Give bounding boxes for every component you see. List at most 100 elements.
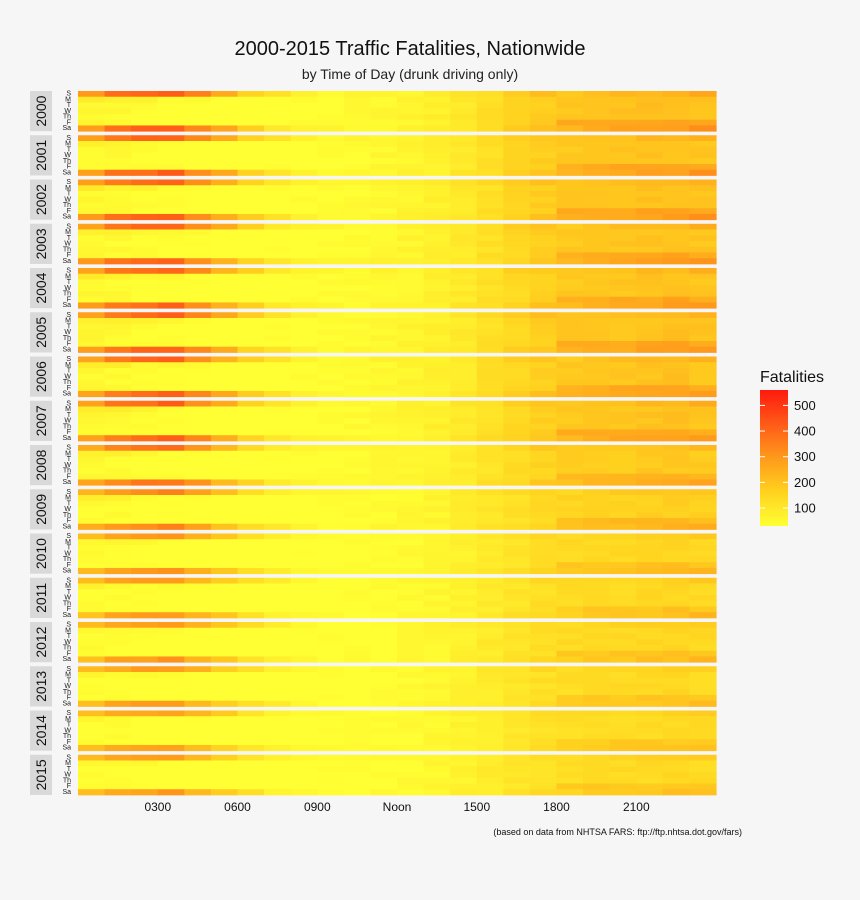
heatmap-cell <box>397 500 425 507</box>
heatmap-cell <box>476 523 504 530</box>
heatmap-cell <box>662 152 691 159</box>
chart-caption: (based on data from NHTSA FARS: ftp://ft… <box>493 827 742 837</box>
heatmap-cell <box>423 600 451 607</box>
heatmap-cell <box>317 423 345 430</box>
heatmap-cell <box>131 789 159 796</box>
heatmap-cell <box>237 323 265 330</box>
heatmap-cell <box>423 390 451 398</box>
heatmap-cell <box>636 412 664 419</box>
heatmap-cell <box>689 606 717 613</box>
heatmap-cell <box>237 169 265 176</box>
heatmap-cell <box>556 739 584 746</box>
heatmap-cell <box>503 533 531 540</box>
heatmap-cell <box>104 633 132 640</box>
heatmap-cell <box>476 644 504 652</box>
heatmap-cell <box>237 290 265 298</box>
heatmap-cell <box>343 677 372 684</box>
heatmap-cell <box>157 152 185 159</box>
heatmap-cell <box>104 766 132 773</box>
heatmap-cell <box>556 91 584 98</box>
heatmap-cell <box>237 562 265 569</box>
heatmap-cell <box>662 567 691 575</box>
heatmap-cell <box>609 562 637 569</box>
heatmap-cell <box>503 656 531 663</box>
heatmap-cell <box>609 556 637 563</box>
heatmap-cell <box>503 373 531 380</box>
heatmap-cell <box>131 479 159 486</box>
heatmap-cell <box>370 523 398 530</box>
heatmap-cell <box>450 108 478 115</box>
heatmap-cell <box>131 367 159 375</box>
day-label: S <box>66 312 71 319</box>
heatmap-cell <box>503 683 531 690</box>
heatmap-cell <box>370 512 398 519</box>
heatmap-cell <box>689 302 717 309</box>
heatmap-cell <box>662 771 691 779</box>
heatmap-cell <box>662 544 691 552</box>
heatmap-cell <box>636 296 664 303</box>
day-label: Sa <box>62 391 71 398</box>
heatmap-cell <box>157 467 185 475</box>
heatmap-cell <box>210 739 239 746</box>
heatmap-cell <box>397 456 425 463</box>
heatmap-cell <box>264 190 292 198</box>
heatmap-cell <box>264 412 292 419</box>
heatmap-cell <box>556 119 584 126</box>
heatmap-cell <box>157 760 185 767</box>
heatmap-cell <box>264 323 292 330</box>
heatmap-cell <box>583 108 611 115</box>
heatmap-cell <box>397 196 425 203</box>
day-label: W <box>64 152 71 159</box>
heatmap-cell <box>131 163 159 171</box>
heatmap-cell <box>184 163 212 171</box>
heatmap-cell <box>264 760 292 767</box>
heatmap-cell <box>370 323 398 330</box>
heatmap-cell <box>583 152 611 159</box>
heatmap-cell <box>662 258 691 265</box>
heatmap-cell <box>184 677 212 684</box>
heatmap-cell <box>317 335 345 342</box>
heatmap-cell <box>131 700 159 707</box>
heatmap-cell <box>237 317 265 325</box>
heatmap-cell <box>104 152 132 159</box>
heatmap-cell <box>264 417 292 425</box>
day-label: Sa <box>62 523 71 530</box>
heatmap-cell <box>157 512 185 519</box>
heatmap-cell <box>423 119 451 126</box>
heatmap-cell <box>104 400 132 407</box>
heatmap-cell <box>184 689 212 696</box>
heatmap-cell <box>450 633 478 640</box>
heatmap-cell <box>264 594 292 602</box>
heatmap-cell <box>104 412 132 419</box>
heatmap-cell <box>343 650 372 657</box>
heatmap-cell <box>529 622 558 629</box>
heatmap-cell <box>450 323 478 330</box>
heatmap-cell <box>583 467 611 475</box>
heatmap-cell <box>237 777 265 784</box>
heatmap-cell <box>78 666 106 673</box>
heatmap-cell <box>264 771 292 779</box>
heatmap-cell <box>317 346 345 353</box>
heatmap-cell <box>556 760 584 767</box>
heatmap-cell <box>104 179 132 186</box>
heatmap-cell <box>131 739 159 746</box>
heatmap-cell <box>317 612 345 619</box>
heatmap-cell <box>397 721 425 729</box>
heatmap-cell <box>157 671 185 679</box>
heatmap-cell <box>210 96 239 103</box>
heatmap-cell <box>662 390 691 398</box>
day-label: F <box>67 650 71 657</box>
heatmap-cell <box>78 290 106 298</box>
heatmap-cell <box>370 208 398 215</box>
heatmap-cell <box>397 445 425 452</box>
heatmap-cell <box>476 296 504 303</box>
heatmap-cell <box>609 456 637 463</box>
heatmap-cell <box>689 258 717 265</box>
heatmap-cell <box>78 346 106 353</box>
heatmap-cell <box>78 600 106 607</box>
heatmap-cell <box>237 600 265 607</box>
heatmap-cell <box>689 594 717 602</box>
heatmap-cell <box>370 456 398 463</box>
heatmap-cell <box>636 754 664 761</box>
heatmap-cell <box>317 450 345 457</box>
